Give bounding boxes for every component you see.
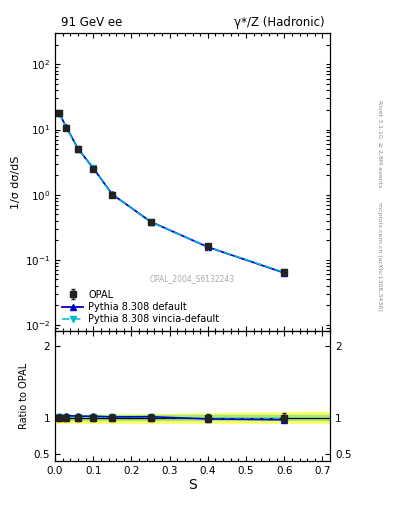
Text: 91 GeV ee: 91 GeV ee — [61, 16, 122, 29]
Line: Pythia 8.308 vincia-default: Pythia 8.308 vincia-default — [56, 110, 287, 275]
Pythia 8.308 default — [282, 270, 286, 276]
Pythia 8.308 vincia-default — [282, 269, 286, 275]
Pythia 8.308 vincia-default — [206, 244, 210, 250]
Pythia 8.308 vincia-default — [57, 110, 61, 116]
Pythia 8.308 vincia-default — [91, 165, 95, 172]
Text: mcplots.cern.ch [arXiv:1306.3436]: mcplots.cern.ch [arXiv:1306.3436] — [377, 202, 382, 310]
Text: OPAL_2004_S6132243: OPAL_2004_S6132243 — [150, 274, 235, 284]
Pythia 8.308 default — [64, 124, 69, 131]
Pythia 8.308 vincia-default — [75, 146, 80, 152]
Pythia 8.308 default — [57, 110, 61, 116]
Y-axis label: 1/σ dσ/dS: 1/σ dσ/dS — [11, 156, 20, 209]
Pythia 8.308 vincia-default — [64, 125, 69, 131]
Pythia 8.308 vincia-default — [110, 191, 115, 198]
Pythia 8.308 default — [206, 244, 210, 250]
Pythia 8.308 vincia-default — [148, 219, 153, 225]
Pythia 8.308 default — [91, 165, 95, 171]
X-axis label: S: S — [188, 478, 197, 493]
Pythia 8.308 default — [75, 145, 80, 152]
Text: γ*/Z (Hadronic): γ*/Z (Hadronic) — [234, 16, 325, 29]
Text: Rivet 3.1.10, ≥ 2.8M events: Rivet 3.1.10, ≥ 2.8M events — [377, 100, 382, 187]
Y-axis label: Ratio to OPAL: Ratio to OPAL — [20, 363, 29, 429]
Legend: OPAL, Pythia 8.308 default, Pythia 8.308 vincia-default: OPAL, Pythia 8.308 default, Pythia 8.308… — [60, 288, 221, 326]
Pythia 8.308 default — [148, 219, 153, 225]
Pythia 8.308 default — [110, 191, 115, 198]
Line: Pythia 8.308 default: Pythia 8.308 default — [56, 110, 287, 276]
